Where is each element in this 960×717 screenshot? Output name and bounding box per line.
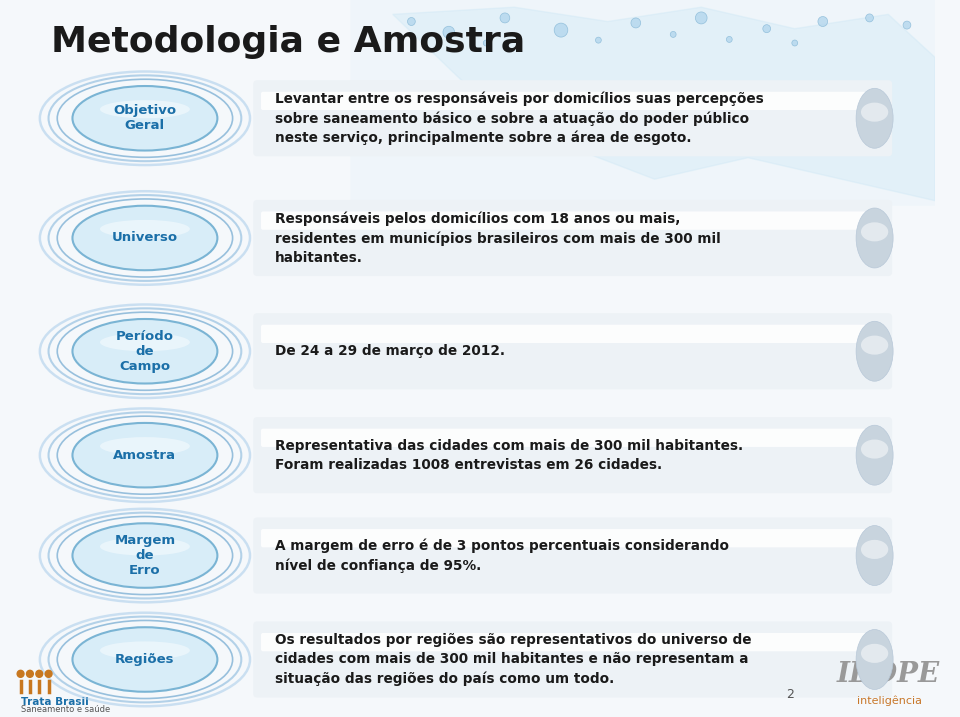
Text: Universo: Universo: [112, 232, 178, 244]
Circle shape: [500, 13, 510, 23]
Circle shape: [763, 24, 771, 33]
FancyBboxPatch shape: [255, 366, 890, 387]
Circle shape: [483, 40, 489, 46]
Ellipse shape: [72, 206, 217, 270]
Text: Saneamento e saúde: Saneamento e saúde: [20, 706, 109, 714]
FancyBboxPatch shape: [255, 675, 890, 695]
Text: inteligência: inteligência: [857, 695, 923, 706]
Circle shape: [866, 14, 874, 22]
Ellipse shape: [856, 321, 893, 381]
Ellipse shape: [861, 540, 888, 559]
Ellipse shape: [861, 222, 888, 242]
Ellipse shape: [100, 333, 190, 351]
Polygon shape: [393, 7, 935, 201]
FancyBboxPatch shape: [261, 212, 884, 229]
Text: Representativa das cidades com mais de 300 mil habitantes.
Foram realizadas 1008: Representativa das cidades com mais de 3…: [275, 439, 743, 472]
Circle shape: [443, 27, 455, 38]
Ellipse shape: [72, 423, 217, 488]
Ellipse shape: [861, 644, 888, 663]
Circle shape: [631, 18, 640, 28]
Text: A margem de erro é de 3 pontos percentuais considerando
nível de confiança de 95: A margem de erro é de 3 pontos percentua…: [275, 538, 729, 573]
Text: Regiões: Regiões: [115, 653, 175, 666]
Ellipse shape: [856, 208, 893, 268]
Text: Trata Brasil: Trata Brasil: [20, 697, 88, 707]
FancyBboxPatch shape: [253, 622, 892, 698]
Circle shape: [670, 32, 676, 37]
Text: De 24 a 29 de março de 2012.: De 24 a 29 de março de 2012.: [275, 344, 505, 358]
Circle shape: [407, 17, 416, 26]
Circle shape: [17, 670, 24, 678]
FancyBboxPatch shape: [261, 92, 884, 110]
Ellipse shape: [72, 319, 217, 384]
Circle shape: [695, 12, 708, 24]
Text: Metodologia e Amostra: Metodologia e Amostra: [52, 25, 526, 59]
Ellipse shape: [856, 630, 893, 690]
Circle shape: [727, 37, 732, 42]
Circle shape: [45, 670, 52, 678]
FancyBboxPatch shape: [261, 633, 884, 651]
Ellipse shape: [856, 425, 893, 485]
FancyBboxPatch shape: [253, 313, 892, 389]
FancyBboxPatch shape: [253, 80, 892, 156]
Ellipse shape: [856, 526, 893, 586]
Ellipse shape: [72, 86, 217, 151]
Ellipse shape: [100, 220, 190, 238]
Ellipse shape: [100, 100, 190, 118]
Text: Responsáveis pelos domicílios com 18 anos ou mais,
residentes em municípios bras: Responsáveis pelos domicílios com 18 ano…: [275, 212, 720, 265]
Ellipse shape: [100, 437, 190, 455]
FancyBboxPatch shape: [261, 529, 884, 547]
Ellipse shape: [100, 538, 190, 556]
Ellipse shape: [861, 336, 888, 355]
Circle shape: [818, 16, 828, 27]
Text: IBOPE: IBOPE: [837, 661, 940, 688]
FancyBboxPatch shape: [253, 417, 892, 493]
FancyBboxPatch shape: [255, 253, 890, 274]
Circle shape: [792, 40, 798, 46]
FancyBboxPatch shape: [255, 133, 890, 154]
Ellipse shape: [861, 440, 888, 459]
FancyBboxPatch shape: [261, 325, 884, 343]
Circle shape: [36, 670, 42, 678]
FancyBboxPatch shape: [0, 0, 935, 717]
Circle shape: [903, 21, 911, 29]
Text: Amostra: Amostra: [113, 449, 177, 462]
Circle shape: [595, 37, 601, 43]
Text: 2: 2: [786, 688, 794, 701]
Circle shape: [554, 23, 567, 37]
Text: Levantar entre os responsáveis por domicílios suas percepções
sobre saneamento b: Levantar entre os responsáveis por domic…: [275, 91, 763, 146]
Ellipse shape: [72, 523, 217, 588]
Ellipse shape: [100, 642, 190, 660]
FancyBboxPatch shape: [255, 470, 890, 491]
FancyBboxPatch shape: [253, 200, 892, 276]
FancyBboxPatch shape: [350, 0, 940, 206]
Text: Objetivo
Geral: Objetivo Geral: [113, 104, 177, 132]
Text: Período
de
Campo: Período de Campo: [116, 330, 174, 373]
Ellipse shape: [856, 88, 893, 148]
Circle shape: [27, 670, 34, 678]
Ellipse shape: [72, 627, 217, 692]
FancyBboxPatch shape: [255, 571, 890, 592]
Text: Os resultados por regiões são representativos do universo de
cidades com mais de: Os resultados por regiões são representa…: [275, 633, 751, 685]
Text: Margem
de
Erro: Margem de Erro: [114, 534, 176, 577]
Ellipse shape: [861, 103, 888, 122]
FancyBboxPatch shape: [253, 518, 892, 594]
FancyBboxPatch shape: [261, 429, 884, 447]
